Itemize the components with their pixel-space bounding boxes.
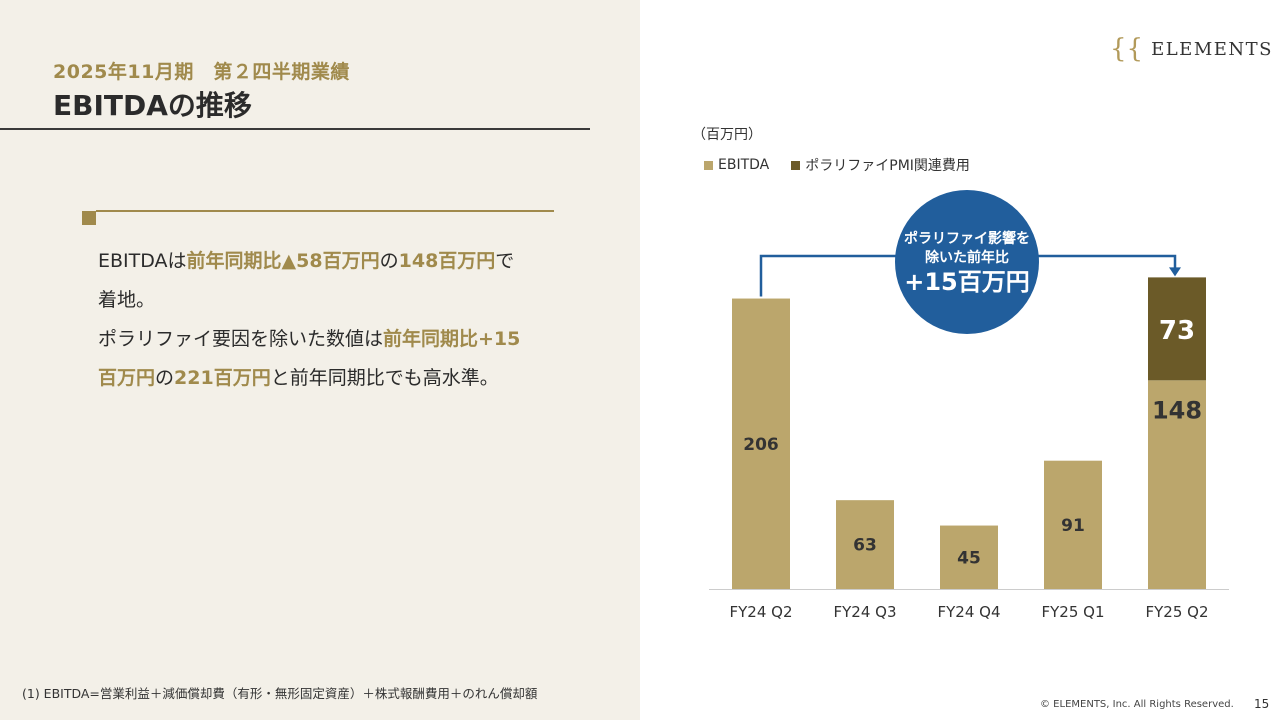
legend-item-pmi: ポラリファイPMI関連費用	[791, 155, 970, 175]
bar-ebitda	[1044, 460, 1102, 589]
logo-text: ELEMENTS	[1151, 38, 1273, 60]
summary-text-part: EBITDAは	[98, 250, 187, 272]
legend-label-ebitda: EBITDA	[718, 157, 770, 173]
bullet-square-icon	[82, 211, 96, 225]
data-label-ebitda: 148	[1152, 396, 1202, 424]
summary-highlight: 百万円	[98, 367, 156, 389]
x-tick-label: FY24 Q2	[730, 603, 793, 621]
summary-text-part: で	[495, 250, 515, 272]
slide-title: EBITDAの推移	[53, 89, 252, 122]
summary-highlight: 前年同期比+15	[383, 328, 521, 350]
summary-highlight: 148百万円	[398, 250, 496, 272]
summary-text-part: の	[379, 250, 399, 272]
data-label-pmi: 73	[1159, 316, 1195, 346]
bar-ebitda	[1148, 380, 1206, 589]
footnote: (1) EBITDA=営業利益＋減価償却費（有形・無形固定資産）＋株式報酬費用＋…	[22, 686, 538, 701]
callout-circle	[895, 190, 1039, 334]
summary-highlight: 221百万円	[174, 367, 271, 389]
callout-arrow-icon	[1169, 267, 1181, 277]
summary-line-2: 着地。	[98, 289, 156, 311]
bar-ebitda	[836, 500, 894, 589]
slide-subtitle: 2025年11月期 第２四半期業績	[53, 61, 350, 83]
copyright: © ELEMENTS, Inc. All Rights Reserved.	[1040, 699, 1234, 710]
summary-text: EBITDAは前年同期比▲58百万円の148百万円で 着地。 ポラリファイ要因を…	[98, 242, 578, 398]
summary-divider	[96, 210, 554, 212]
page-number: 15	[1254, 697, 1270, 711]
legend-label-pmi: ポラリファイPMI関連費用	[805, 158, 970, 174]
chart-unit-label: （百万円）	[692, 127, 762, 143]
logo-mark-icon: {{	[1110, 34, 1144, 64]
data-label-ebitda: 206	[743, 435, 779, 455]
x-tick-label: FY25 Q2	[1146, 603, 1209, 621]
legend-swatch-ebitda	[704, 160, 713, 170]
data-label-ebitda: 91	[1061, 516, 1085, 536]
summary-line-1: EBITDAは前年同期比▲58百万円の148百万円で	[98, 242, 578, 281]
x-tick-label: FY24 Q4	[938, 603, 1001, 621]
x-tick-label: FY25 Q1	[1042, 603, 1105, 621]
legend-swatch-pmi	[791, 160, 801, 170]
summary-text-part: と前年同期比でも高水準。	[270, 367, 499, 389]
summary-line-3: ポラリファイ要因を除いた数値は前年同期比+15	[98, 320, 578, 359]
data-label-ebitda: 45	[957, 548, 981, 568]
title-divider	[0, 128, 590, 130]
bar-ebitda	[732, 298, 790, 589]
summary-text-part: ポラリファイ要因を除いた数値は	[98, 328, 384, 350]
bar-ebitda	[940, 525, 998, 589]
bar-pmi	[1148, 277, 1206, 381]
x-tick-label: FY24 Q3	[834, 603, 897, 621]
data-label-ebitda: 63	[853, 536, 877, 556]
company-logo: {{ ELEMENTS	[1110, 36, 1273, 62]
summary-text-part: の	[155, 367, 175, 389]
callout-text-line2: 除いた前年比	[925, 249, 1009, 266]
summary-line-4: 百万円の221百万円と前年同期比でも高水準。	[98, 359, 578, 398]
callout-value: +15百万円	[904, 268, 1030, 296]
summary-highlight: 前年同期比▲58百万円	[186, 250, 380, 272]
left-panel	[0, 0, 640, 720]
chart-legend: EBITDA ポラリファイPMI関連費用	[704, 155, 992, 175]
legend-item-ebitda: EBITDA	[704, 157, 769, 173]
callout-text-line1: ポラリファイ影響を	[904, 230, 1030, 247]
